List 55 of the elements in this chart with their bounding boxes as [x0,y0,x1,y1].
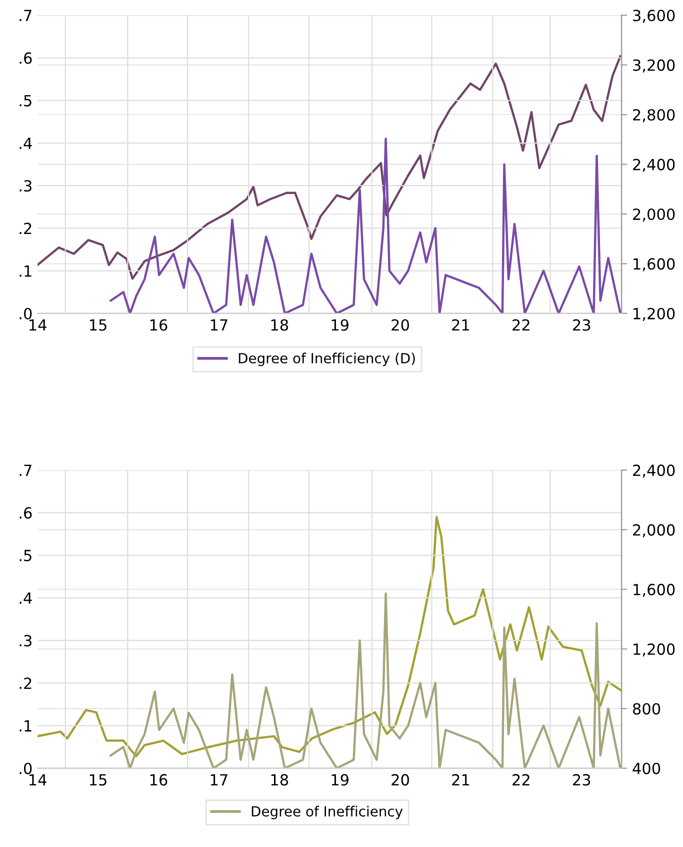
x-tick-label: 22 [512,774,530,786]
y-tick-label: .6 [20,507,32,519]
x-tick-label: 15 [90,774,106,786]
x-tick-label: 18 [271,774,288,786]
y-tick-label: .3 [20,634,32,646]
y-tick-label: .7 [20,464,32,476]
x-tick-label: 19 [332,774,348,786]
y-tick-label: .4 [20,138,32,149]
x-tick-label: 17 [210,319,228,331]
x-tick-label: 22 [512,319,530,331]
x-tick-label: 17 [210,774,228,786]
x-tick-label: 21 [452,319,470,331]
y-tick-label: .0 [20,308,32,320]
y-tick-label: .7 [20,10,32,22]
x-tick-label: 21 [452,774,470,786]
x-tick-label: 20 [392,319,409,331]
y-tick-label: .1 [20,720,32,732]
x-tick-label: 16 [150,319,168,331]
y2-tick-label: 1,200 [634,643,675,657]
x-tick-label: 16 [150,774,168,786]
y-tick-label: .1 [20,265,32,277]
y2-tick-label: 2,400 [633,464,675,478]
x-tick-label: 18 [271,319,288,331]
y-tick-label: .3 [20,180,32,192]
y2-tick-label: 2,800 [633,109,675,122]
y2-tick-label: 400 [632,762,660,774]
line-series [110,138,622,314]
legend-label: Degree of Inefficiency [252,806,403,820]
y2-tick-label: 3,200 [633,59,675,73]
y-tick-label: .2 [20,678,32,689]
y2-tick-label: 2,000 [633,524,675,538]
line-series [38,55,622,280]
y-tick-label: .2 [20,222,32,234]
x-tick-label: 14 [30,319,46,331]
y-tick-label: .0 [20,762,32,774]
y2-tick-label: 2,000 [633,208,675,222]
x-tick-label: 19 [332,319,348,331]
y-tick-label: .5 [20,95,32,106]
line-series [38,516,622,758]
y-tick-label: .6 [20,52,32,64]
y-tick-label: .4 [20,592,32,604]
y2-tick-label: 1,200 [634,308,675,321]
y2-tick-label: 1,600 [634,258,675,272]
y2-tick-label: 3,600 [633,10,675,23]
x-tick-label: 14 [30,774,46,786]
line-series [110,592,622,768]
legend-label: Degree of Inefficiency (D) [238,352,415,366]
y2-tick-label: 800 [632,703,660,715]
x-tick-label: 23 [573,774,590,786]
x-tick-label: 23 [573,319,590,331]
x-tick-label: 20 [392,774,409,786]
y-tick-label: .5 [20,550,32,562]
x-tick-label: 15 [90,319,106,331]
y2-tick-label: 2,400 [633,158,675,172]
y2-tick-label: 1,600 [634,584,675,597]
